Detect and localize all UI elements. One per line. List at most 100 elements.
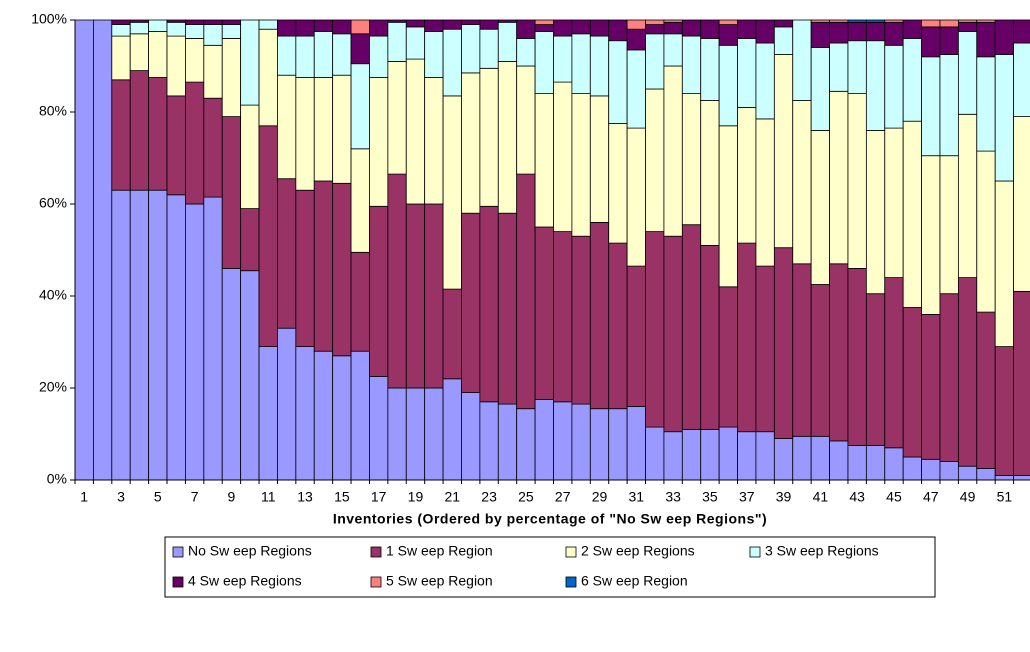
bar-segment [589, 19, 610, 37]
bar-segment [332, 355, 352, 481]
bar-segment [626, 265, 646, 407]
bar-segment [626, 28, 646, 51]
x-tick-label: 15 [334, 489, 350, 505]
bar-segment [957, 113, 978, 279]
bar-segment [93, 19, 113, 481]
bar-segment [976, 311, 996, 469]
bar-segment [295, 346, 315, 481]
bar-segment [461, 212, 481, 393]
bar-segment [921, 56, 941, 157]
bar-segment [203, 24, 223, 46]
bar-segment [350, 19, 370, 35]
bar-segment [479, 401, 499, 481]
bar-segment [921, 19, 941, 28]
bar-segment [442, 28, 462, 97]
bar-segment [957, 21, 978, 32]
bar-segment [497, 21, 518, 62]
bar-segment [185, 81, 205, 205]
bar-segment [424, 77, 444, 205]
bar-segment [516, 408, 536, 481]
bar-segment [442, 95, 462, 290]
bar-segment [663, 65, 683, 237]
legend-swatch [172, 546, 184, 558]
bar-segment [645, 24, 665, 35]
bar-segment [663, 235, 683, 433]
bar-segment [534, 31, 554, 94]
bar-segment [553, 19, 573, 37]
bar-segment [516, 65, 536, 175]
bar-segment [976, 56, 996, 152]
bar-segment [810, 19, 830, 23]
bar-segment [755, 431, 775, 481]
bar-segment [737, 38, 757, 108]
bar-segment [185, 24, 205, 39]
bar-segment [240, 104, 260, 209]
bar-segment [369, 205, 389, 377]
bar-segment [957, 19, 978, 23]
bar-segment [497, 19, 518, 23]
x-tick-label: 31 [629, 489, 645, 505]
bar-segment [884, 447, 904, 481]
bar-segment [681, 93, 702, 226]
x-tick-label: 37 [739, 489, 755, 505]
bar-segment [663, 19, 683, 23]
bar-segment [258, 125, 278, 348]
bar-segment [111, 79, 131, 191]
bar-segment [111, 189, 131, 481]
bar-segment [718, 426, 738, 481]
bar-segment [479, 19, 499, 30]
bar-segment [608, 40, 628, 124]
bar-segment [534, 93, 554, 228]
bar-segment [277, 327, 297, 481]
bar-segment [350, 251, 370, 352]
bar-segment [939, 54, 959, 157]
bar-segment [240, 19, 260, 106]
bar-segment [185, 19, 205, 25]
bar-segment [589, 35, 610, 97]
bar-segment [479, 67, 499, 207]
x-tick-label: 23 [481, 489, 497, 505]
bar-segment [773, 19, 794, 28]
bar-segment [258, 28, 278, 127]
bar-segment [277, 178, 297, 329]
bar-segment [700, 244, 720, 430]
bar-segment [681, 19, 702, 37]
bar-segment [589, 95, 610, 223]
bar-segment [626, 49, 646, 129]
bar-segment [681, 428, 702, 481]
bar-segment [921, 155, 941, 315]
bar-segment [829, 263, 849, 442]
y-tick-label: 80% [39, 103, 67, 119]
bar-segment [461, 19, 481, 25]
legend-swatch [370, 546, 382, 558]
bar-segment [221, 116, 242, 269]
bar-segment [902, 456, 922, 481]
bar-segment [681, 224, 702, 430]
bar-segment [129, 21, 150, 35]
bar-segment [221, 38, 242, 117]
bar-segment [369, 35, 389, 78]
legend-swatch [565, 546, 577, 558]
bar-segment [645, 19, 665, 25]
legend-label: 3 Sw eep Regions [765, 543, 879, 559]
legend-label: 4 Sw eep Regions [188, 573, 302, 589]
bar-segment [203, 19, 223, 25]
bar-segment [847, 93, 867, 269]
bar-segment [773, 54, 794, 249]
x-tick-label: 1 [80, 489, 88, 505]
bar-segment [902, 307, 922, 458]
bar-segment [718, 24, 738, 46]
bar-segment [332, 33, 352, 76]
bar-segment [405, 26, 426, 60]
legend-label: 6 Sw eep Region [581, 573, 688, 589]
x-tick-label: 47 [923, 489, 939, 505]
bar-segment [387, 19, 407, 23]
bar-segment [608, 408, 628, 481]
bar-segment [553, 231, 573, 403]
bar-segment [1013, 116, 1030, 292]
bar-segment [608, 242, 628, 410]
bar-segment [829, 21, 849, 44]
bar-segment [884, 44, 904, 129]
bar-segment [847, 40, 867, 95]
bar-segment [773, 26, 794, 55]
